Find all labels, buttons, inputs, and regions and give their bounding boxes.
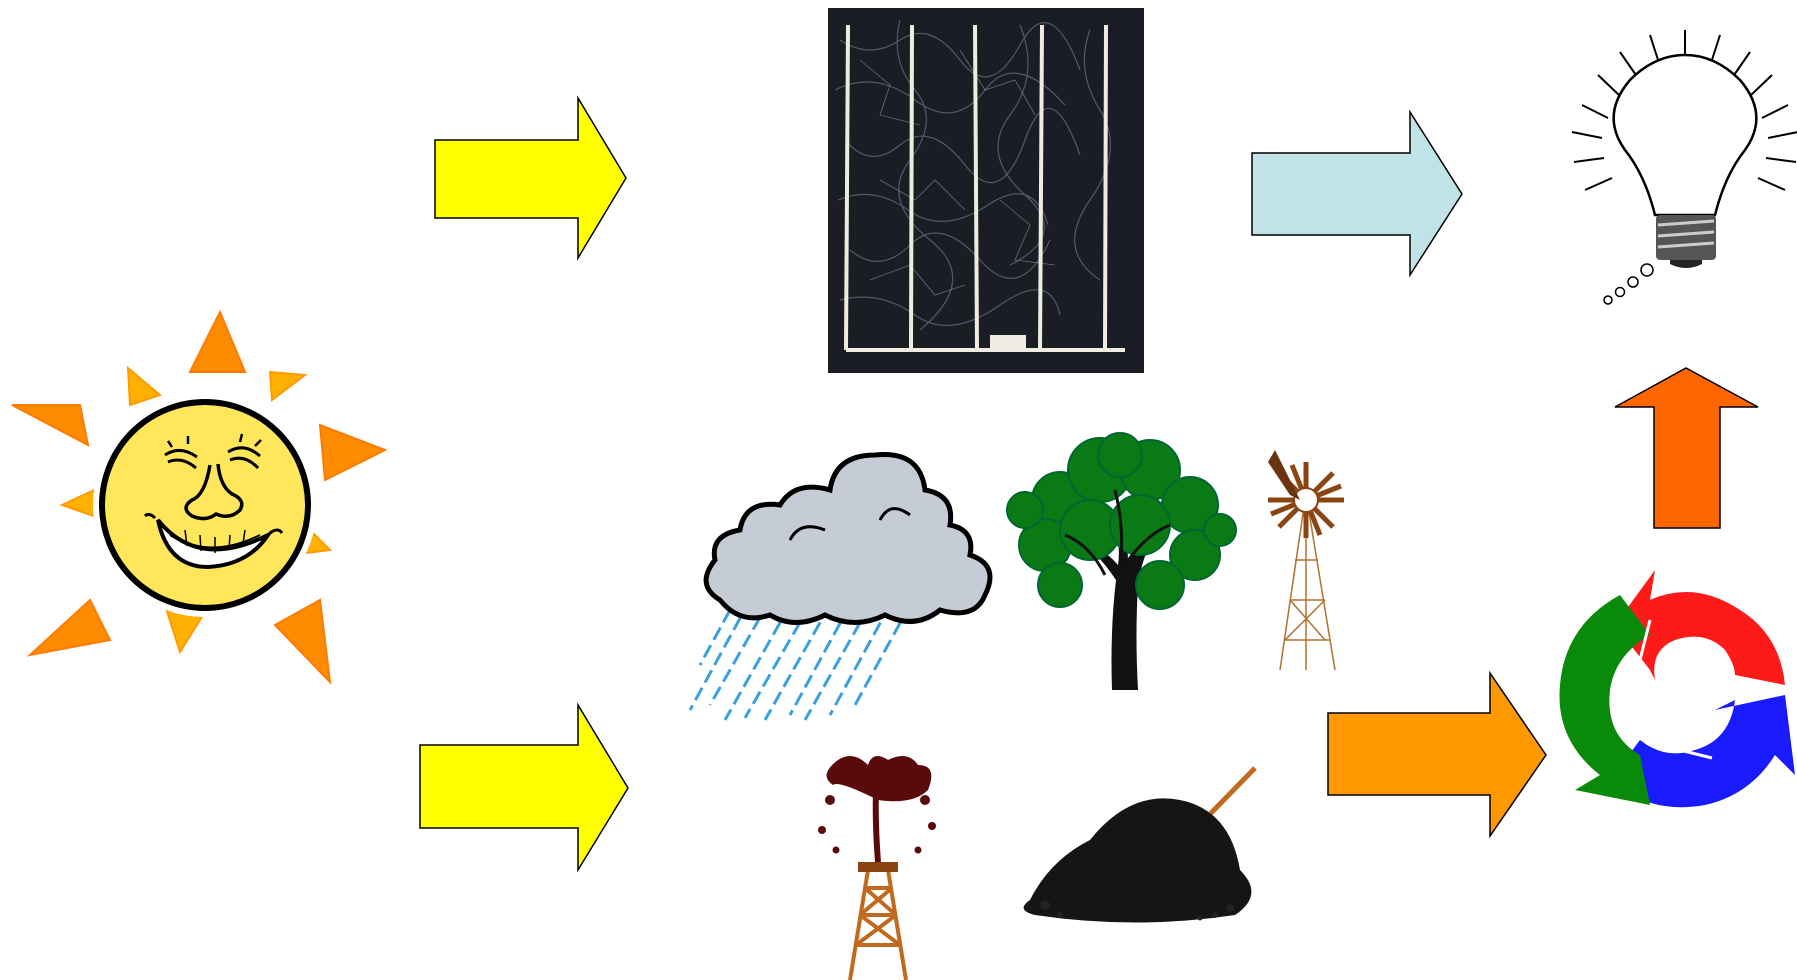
coal-pile-icon [1023, 766, 1257, 923]
arrow-sun-to-solar-cell [434, 95, 627, 261]
sun-icon [11, 309, 388, 685]
solar-cell-icon [828, 8, 1144, 373]
arrow-sun-to-natural-sources [419, 702, 629, 873]
rain-cloud-icon [688, 451, 993, 721]
oil-derrick-icon [818, 756, 936, 980]
recycle-arrows-icon [1559, 570, 1795, 808]
light-bulb-icon [1571, 30, 1797, 305]
arrow-conversion-to-bulb [1614, 367, 1759, 529]
windmill-icon [1268, 450, 1344, 671]
arrow-natural-sources-to-conversion [1327, 670, 1547, 839]
arrow-solar-cell-to-bulb [1251, 109, 1463, 278]
tree-icon [1006, 432, 1237, 690]
